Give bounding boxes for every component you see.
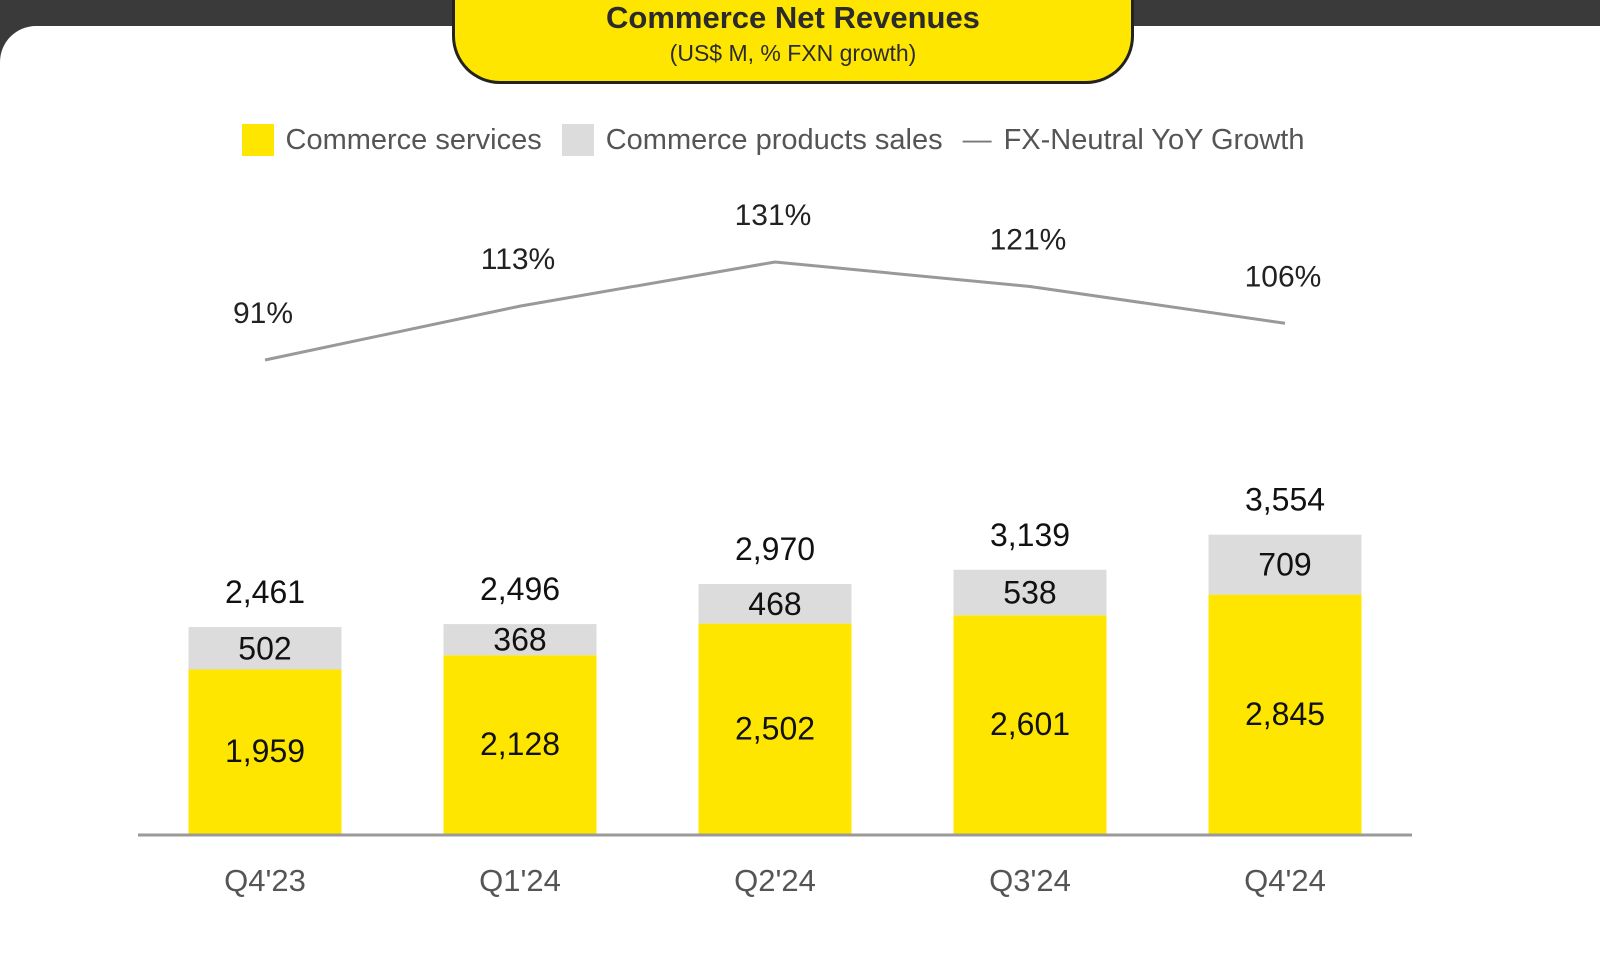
label-total-0: 2,461 xyxy=(225,574,305,610)
label-products-3: 538 xyxy=(1003,574,1056,610)
chart-title-banner: Commerce Net Revenues (US$ M, % FXN grow… xyxy=(452,0,1134,84)
label-growth-0: 91% xyxy=(233,297,293,330)
label-products-1: 368 xyxy=(493,622,546,658)
legend-label-services: Commerce services xyxy=(285,123,542,156)
legend-swatch-services xyxy=(241,124,274,156)
legend-label-growth: FX-Neutral YoY Growth xyxy=(1003,123,1305,156)
label-services-2: 2,502 xyxy=(735,710,815,746)
label-services-0: 1,959 xyxy=(225,733,305,769)
label-total-1: 2,496 xyxy=(480,571,560,607)
label-growth-1: 113% xyxy=(481,243,556,276)
label-products-0: 502 xyxy=(238,630,291,666)
legend-item-services: Commerce services xyxy=(241,123,542,157)
label-services-1: 2,128 xyxy=(480,726,560,762)
label-products-4: 709 xyxy=(1258,547,1311,583)
bar-services-1 xyxy=(443,655,597,835)
x-tick-label-4: Q4'24 xyxy=(1244,863,1326,898)
label-growth-4: 106% xyxy=(1245,260,1322,293)
label-growth-3: 121% xyxy=(990,224,1067,257)
label-total-4: 3,554 xyxy=(1245,482,1325,518)
bar-services-0 xyxy=(188,669,342,835)
legend-item-products: Commerce products sales xyxy=(561,123,943,157)
bar-products-1 xyxy=(443,624,597,656)
bar-services-2 xyxy=(698,623,852,835)
label-services-4: 2,845 xyxy=(1245,696,1325,732)
legend-label-products: Commerce products sales xyxy=(605,123,943,156)
bar-products-2 xyxy=(698,584,852,624)
chart-legend: Commerce services Commerce products sale… xyxy=(0,118,1546,162)
growth-line xyxy=(264,260,1286,362)
bar-services-3 xyxy=(953,615,1107,835)
x-tick-label-2: Q2'24 xyxy=(734,863,816,898)
label-total-3: 3,139 xyxy=(990,517,1070,553)
bar-services-4 xyxy=(1208,594,1362,835)
label-products-2: 468 xyxy=(748,586,801,622)
chart-title: Commerce Net Revenues xyxy=(606,0,980,35)
legend-item-growth: — FX-Neutral YoY Growth xyxy=(963,124,1305,157)
x-tick-label-3: Q3'24 xyxy=(989,863,1071,898)
label-services-3: 2,601 xyxy=(990,706,1070,742)
label-growth-2: 131% xyxy=(735,199,812,232)
bar-products-0 xyxy=(188,627,342,670)
chart-subtitle: (US$ M, % FXN growth) xyxy=(669,40,917,66)
x-tick-label-0: Q4'23 xyxy=(224,863,306,898)
legend-line-icon: — xyxy=(962,123,992,156)
x-tick-label-1: Q1'24 xyxy=(479,863,561,898)
label-total-2: 2,970 xyxy=(735,531,815,567)
bar-products-4 xyxy=(1208,534,1362,595)
legend-swatch-products xyxy=(561,124,594,156)
bar-products-3 xyxy=(953,569,1107,616)
